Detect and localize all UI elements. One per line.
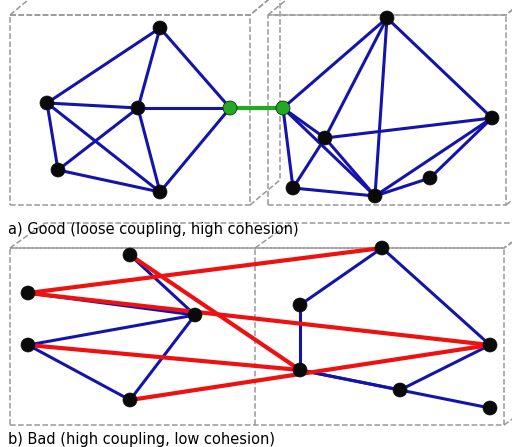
Circle shape <box>286 181 300 195</box>
Circle shape <box>375 241 389 255</box>
Circle shape <box>131 101 145 115</box>
Circle shape <box>51 163 65 177</box>
Circle shape <box>368 189 382 203</box>
Circle shape <box>21 338 35 352</box>
Circle shape <box>223 101 237 115</box>
Circle shape <box>293 298 307 312</box>
Circle shape <box>40 96 54 110</box>
Circle shape <box>21 286 35 300</box>
Circle shape <box>483 401 497 415</box>
Text: b) Bad (high coupling, low cohesion): b) Bad (high coupling, low cohesion) <box>8 432 275 447</box>
Circle shape <box>393 383 407 397</box>
Circle shape <box>483 338 497 352</box>
Circle shape <box>485 111 499 125</box>
Circle shape <box>380 11 394 25</box>
Circle shape <box>276 101 290 115</box>
Circle shape <box>153 21 167 35</box>
Circle shape <box>293 363 307 377</box>
Text: a) Good (loose coupling, high cohesion): a) Good (loose coupling, high cohesion) <box>8 222 298 237</box>
Circle shape <box>123 393 137 407</box>
Circle shape <box>188 308 202 322</box>
Circle shape <box>153 185 167 199</box>
Circle shape <box>318 131 332 145</box>
Circle shape <box>423 171 437 185</box>
Circle shape <box>123 248 137 262</box>
